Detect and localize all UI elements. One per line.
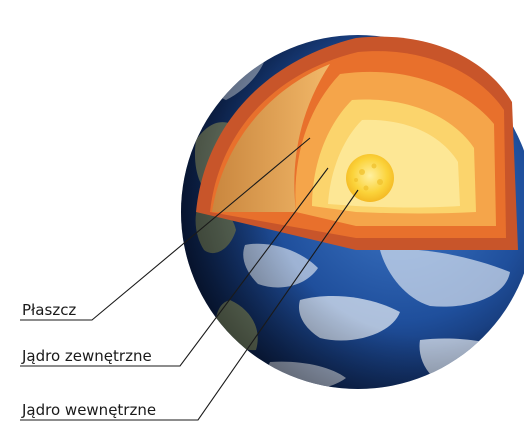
leader-line-mantle — [20, 137, 311, 321]
mantle-cut-face — [212, 64, 330, 212]
leader-line-outer-core — [20, 167, 329, 367]
leader-lines — [20, 137, 359, 421]
leader-line-inner-core — [20, 189, 359, 421]
label-mantle: Płaszcz — [22, 301, 77, 319]
inner-core — [346, 154, 394, 202]
label-outer-core: Jądro zewnętrzne — [22, 347, 152, 365]
cutaway-wedge — [196, 36, 518, 250]
label-inner-core: Jądro wewnętrzne — [22, 401, 157, 419]
